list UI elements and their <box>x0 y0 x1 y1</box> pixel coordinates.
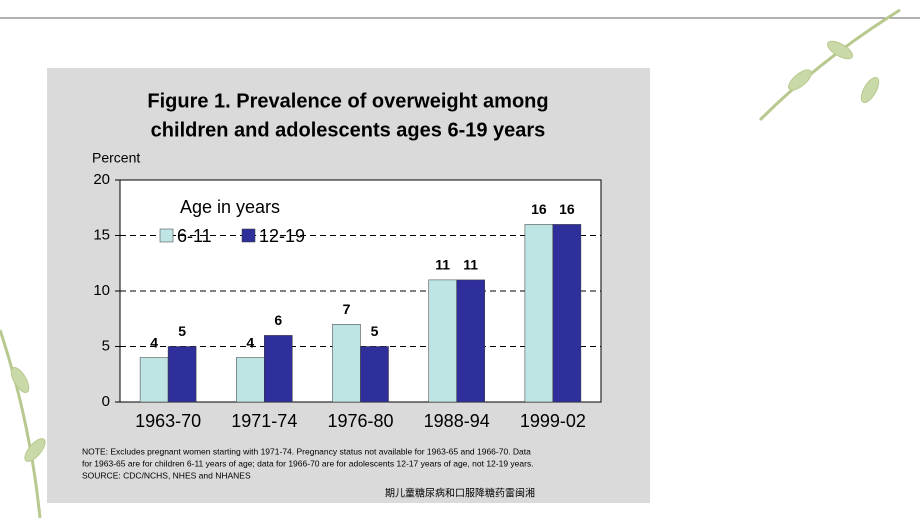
leaf <box>788 69 812 91</box>
note: NOTE: Excludes pregnant women starting w… <box>82 446 531 456</box>
bar <box>167 346 197 403</box>
data-label: 11 <box>463 257 478 273</box>
data-label: 7 <box>343 301 351 317</box>
legend-label: 6-11 <box>177 226 212 246</box>
bar <box>456 279 485 403</box>
y-tick-label: 0 <box>102 393 110 410</box>
note: for 1963-65 are for children 6-11 years … <box>82 458 534 468</box>
x-tick-label: 1988-94 <box>424 411 490 431</box>
bar <box>524 224 554 403</box>
x-tick-label: 1976-80 <box>327 411 393 431</box>
chart-title: children and adolescents ages 6-19 years <box>151 119 546 141</box>
bar <box>264 335 293 403</box>
data-label: 16 <box>531 201 547 217</box>
note: SOURCE: CDC/NCHS, NHES and NHANES <box>82 470 251 480</box>
bar <box>360 346 389 403</box>
y-tick-label: 15 <box>93 226 110 243</box>
data-label: 16 <box>559 201 575 217</box>
chart-title: Figure 1. Prevalence of overweight among <box>147 90 548 112</box>
data-label: 4 <box>150 334 158 350</box>
x-tick-label: 1999-02 <box>520 411 586 431</box>
y-axis-label: Percent <box>92 150 140 166</box>
branch <box>0 329 42 518</box>
data-label: 6 <box>274 312 282 328</box>
leaf <box>24 438 46 462</box>
leaf <box>10 367 30 393</box>
x-tick-label: 1971-74 <box>231 411 297 431</box>
bar <box>428 279 457 403</box>
data-label: 4 <box>246 334 254 350</box>
y-tick-label: 10 <box>93 282 110 299</box>
bar <box>552 224 582 403</box>
data-label: 11 <box>435 257 450 273</box>
branch <box>758 8 901 122</box>
data-label: 5 <box>178 323 186 339</box>
bar <box>236 357 265 403</box>
y-tick-label: 5 <box>102 337 110 354</box>
leaf <box>827 40 853 60</box>
leaf <box>860 77 880 103</box>
legend-swatch <box>241 228 256 243</box>
y-tick-label: 20 <box>93 171 110 188</box>
legend-title: Age in years <box>180 197 280 217</box>
legend-label: 12-19 <box>259 226 305 246</box>
decoration <box>0 8 901 518</box>
x-tick-label: 1963-70 <box>135 411 201 431</box>
legend-swatch <box>159 228 174 243</box>
data-label: 5 <box>371 323 379 339</box>
footer: 期儿童糖尿病和口服降糖药雷闽湘 <box>385 487 535 500</box>
bar <box>332 324 361 403</box>
bar <box>139 357 169 403</box>
